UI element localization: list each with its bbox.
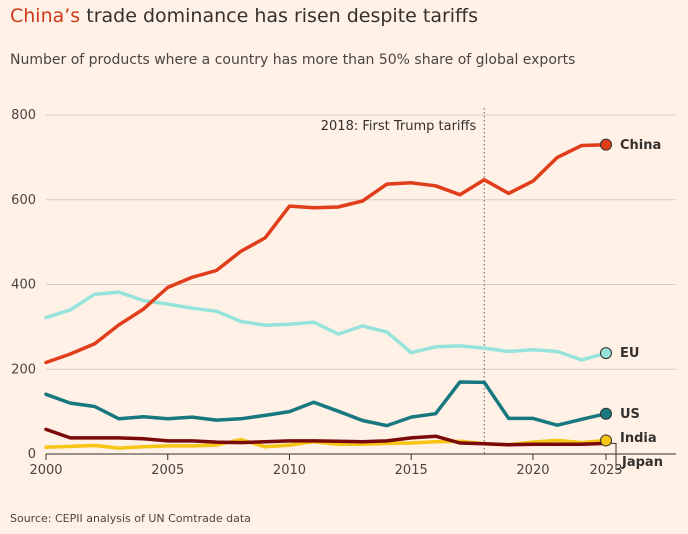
series-label-india: India [620,431,657,446]
y-tick-label: 0 [28,447,36,462]
japan-leader-line [610,442,620,470]
chart-subtitle: Number of products where a country has m… [10,52,576,68]
y-tick-label: 400 [11,278,36,293]
x-tick-label: 2000 [29,463,62,478]
series-labels: China EU US India Japan [600,138,663,470]
x-tick-label: 2010 [273,463,306,478]
x-tick-label: 2005 [151,463,184,478]
series-label-china: China [620,138,661,153]
series-label-us: US [620,407,640,422]
title-text: trade dominance has risen despite tariff… [80,5,479,27]
series-label-eu: EU [620,346,639,361]
series-line-japan [44,427,608,447]
y-tick-label: 800 [11,108,36,123]
y-tick-label: 600 [11,193,36,208]
annotation-label: 2018: First Trump tariffs [321,119,477,134]
series-label-japan: Japan [621,455,663,470]
endpoint-marker-eu [600,347,612,360]
series-lines [44,142,608,450]
endpoint-marker-india [600,434,612,447]
series-line-eu [44,290,608,362]
annotations: 2018: First Trump tariffs [321,108,485,454]
endpoint-marker-china [600,138,612,151]
chart-title: China’s trade dominance has risen despit… [10,5,478,27]
y-tick-label: 200 [11,362,36,377]
x-tick-label: 2015 [395,463,428,478]
series-line-us [44,380,608,428]
y-axis-ticks: 0 200 400 600 800 [11,108,36,462]
title-highlight: China’s [10,5,81,27]
x-tick-label: 2020 [516,463,549,478]
source-note: Source: CEPII analysis of UN Comtrade da… [10,512,251,525]
endpoint-marker-us [600,407,612,420]
x-axis: 2000 2005 2010 2015 2020 2023 [29,454,623,478]
grid-lines [46,114,676,455]
series-line-china [44,142,608,365]
x-tick-label: 2023 [589,463,622,478]
